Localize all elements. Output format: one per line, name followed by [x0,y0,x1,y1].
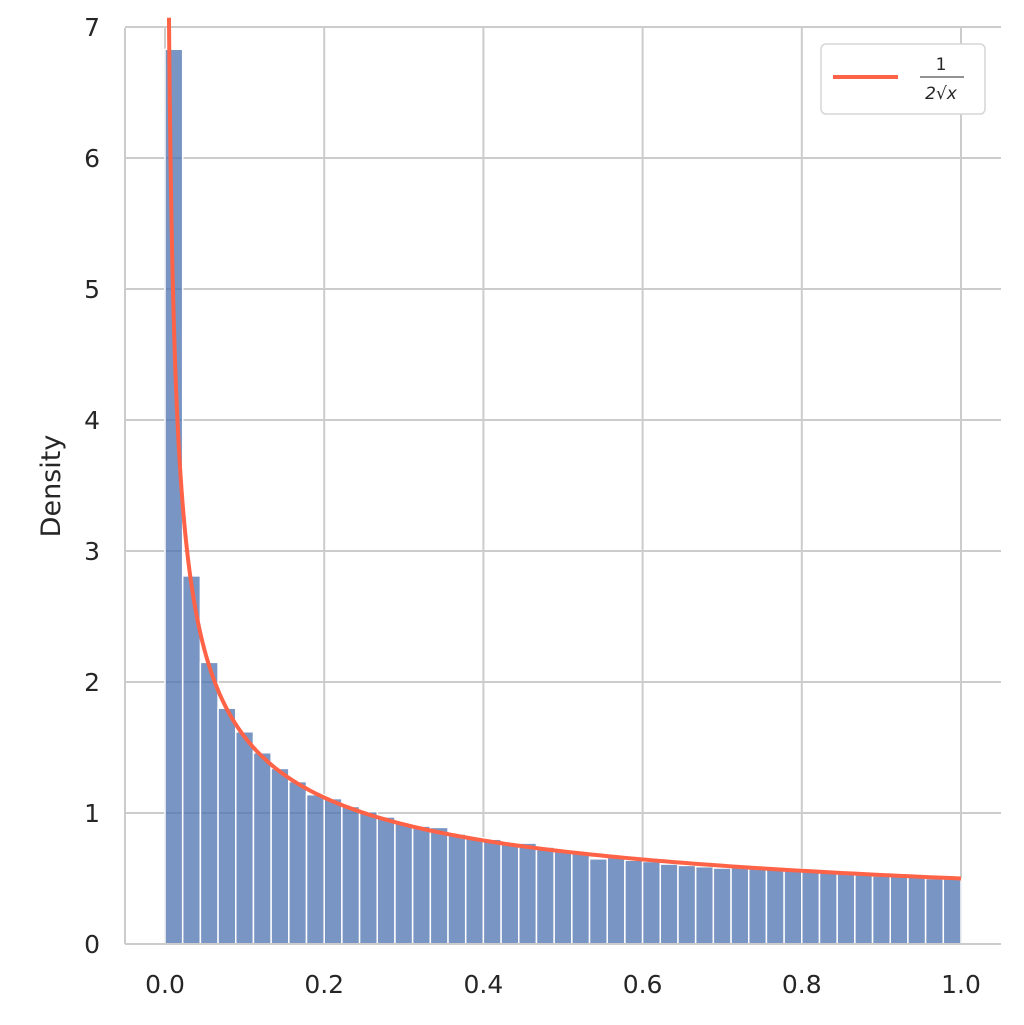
legend: 1 2√x [820,43,986,115]
histogram-bar [712,867,732,945]
y-tick-label: 4 [84,406,100,435]
histogram-bar [818,869,838,945]
histogram-bar [730,864,750,945]
histogram-bar [341,805,361,945]
histogram-bars [164,48,962,945]
histogram-bar [659,863,679,945]
histogram-bar [765,867,785,945]
histogram-bar [747,865,768,945]
legend-numerator: 1 [936,55,947,75]
x-tick-label: 0.2 [304,970,344,999]
histogram-bar [270,767,290,945]
histogram-bar [429,826,449,945]
legend-denominator: 2√x [925,84,958,104]
x-tick-label: 0.8 [782,970,822,999]
histogram-bar [907,876,927,945]
histogram-bar [323,797,343,945]
histogram-bar [677,864,697,945]
histogram-bar [164,48,184,945]
histogram-bar [836,871,856,945]
histogram-bar [235,731,255,945]
histogram-bar [553,850,573,945]
histogram-bar [606,856,626,945]
histogram-bar [305,793,325,945]
x-tick-label: 0.0 [145,970,185,999]
histogram-bar [394,822,414,945]
y-tick-labels: 0 1 2 3 4 5 6 7 [84,13,100,959]
histogram-bar [801,868,821,945]
y-tick-label: 5 [84,275,100,304]
x-tick-label: 0.4 [464,970,504,999]
histogram-bar [217,707,237,945]
histogram-bar [871,875,891,945]
legend-box [820,43,986,115]
histogram-bar [252,751,272,945]
histogram-bar [535,846,555,945]
histogram-bar [694,865,715,945]
histogram-bar [358,810,379,945]
histogram-bar [942,877,962,945]
histogram-bar [447,833,467,945]
y-tick-label: 2 [84,668,100,697]
histogram-bar [500,842,520,945]
x-tick-label: 0.6 [623,970,663,999]
histogram-bar [588,858,608,945]
y-tick-label: 7 [84,13,100,42]
histogram-bar [889,875,909,945]
histogram-bar [482,838,502,945]
histogram-bar [464,837,485,945]
y-tick-label: 1 [84,799,100,828]
histogram-bar [376,816,396,945]
y-tick-label: 0 [84,930,100,959]
histogram-bar [924,877,945,945]
histogram-bar [181,575,202,945]
histogram-bar [199,661,219,945]
histogram-bar [854,873,874,945]
density-curve [166,17,962,881]
x-tick-labels: 0.0 0.2 0.4 0.6 0.8 1.0 [145,970,981,999]
y-tick-label: 6 [84,144,100,173]
grid [125,26,1001,944]
histogram-bar [571,851,591,945]
histogram-bar [641,860,662,945]
histogram-bar [783,868,803,945]
x-tick-label: 1.0 [941,970,981,999]
histogram-bar [288,780,308,945]
histogram-bar [411,825,432,945]
y-tick-label: 3 [84,537,100,566]
y-axis-label: Density [36,435,67,538]
histogram-bar [624,859,644,945]
histogram-bar [518,842,538,945]
